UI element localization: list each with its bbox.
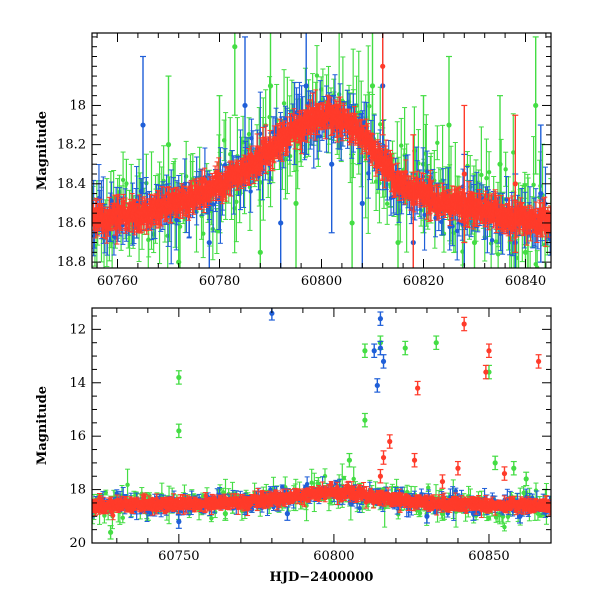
- data-point: [359, 200, 365, 206]
- data-point: [548, 237, 551, 242]
- data-point: [495, 252, 501, 257]
- data-point: [161, 178, 166, 184]
- data-point: [278, 220, 284, 226]
- data-point: [232, 44, 238, 50]
- data-point: [377, 180, 382, 186]
- data-point: [454, 228, 460, 234]
- data-point: [503, 167, 508, 172]
- data-point: [531, 182, 536, 187]
- data-point: [446, 122, 452, 128]
- series-red: [92, 33, 551, 268]
- data-point: [538, 190, 544, 197]
- data-point: [283, 156, 288, 162]
- data-point: [399, 143, 404, 148]
- data-point: [109, 198, 114, 204]
- data-point: [124, 181, 129, 186]
- data-point: [498, 231, 503, 236]
- data-point: [182, 181, 188, 187]
- data-point: [206, 239, 212, 246]
- data-point: [422, 212, 427, 218]
- data-point: [281, 101, 287, 106]
- data-point: [248, 189, 253, 194]
- data-point: [484, 175, 489, 181]
- data-point: [267, 83, 274, 89]
- data-point: [303, 83, 309, 89]
- data-point: [367, 104, 372, 109]
- data-point: [384, 201, 390, 206]
- data-point: [216, 161, 223, 167]
- data-point: [395, 239, 401, 246]
- data-point: [201, 231, 206, 236]
- data-point: [346, 105, 352, 110]
- data-point: [293, 200, 299, 206]
- data-point: [234, 199, 239, 205]
- data-point: [378, 122, 383, 127]
- data-point: [489, 238, 495, 243]
- data-point: [369, 83, 376, 89]
- data-point: [497, 161, 503, 167]
- data-point: [486, 169, 492, 175]
- data-point: [373, 179, 379, 184]
- data-point: [535, 265, 540, 268]
- data-point: [165, 142, 172, 148]
- data-point: [511, 150, 516, 155]
- data-point: [479, 172, 484, 178]
- data-point: [349, 220, 355, 226]
- data-point: [146, 237, 151, 242]
- data-point: [246, 131, 252, 137]
- data-point: [329, 161, 335, 167]
- data-point: [176, 259, 182, 265]
- data-point: [242, 102, 248, 109]
- data-point: [222, 162, 228, 168]
- data-point: [120, 177, 126, 183]
- data-point: [257, 249, 263, 255]
- data-point: [140, 122, 146, 128]
- data-point: [336, 92, 342, 97]
- data-point: [198, 199, 203, 205]
- data-point: [450, 223, 455, 229]
- data-point: [258, 131, 263, 136]
- data-point: [533, 102, 539, 109]
- data-point: [522, 249, 529, 255]
- data-point: [493, 239, 499, 244]
- data-point: [314, 73, 320, 78]
- data-point: [317, 134, 322, 139]
- data-point: [471, 239, 478, 246]
- data-point: [435, 140, 440, 145]
- data-point: [94, 206, 99, 211]
- plot-area: [92, 33, 551, 268]
- data-point: [403, 169, 409, 175]
- top-panel: 60760 60780 60800 60820 608401818.218.418.61…: [35, 32, 552, 289]
